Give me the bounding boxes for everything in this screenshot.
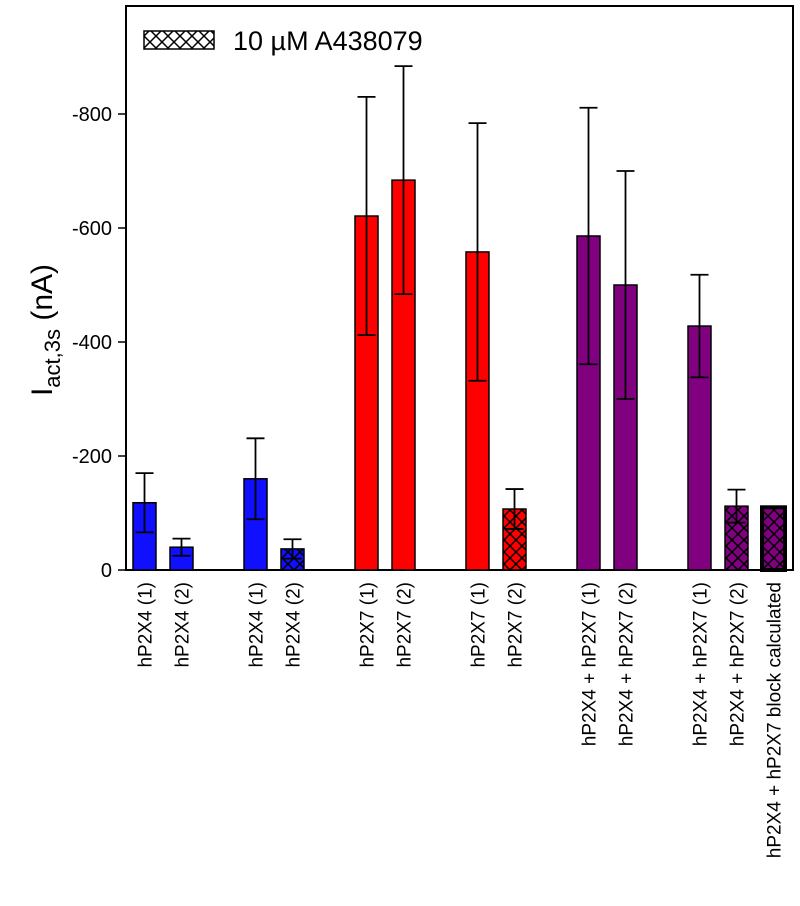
error-bar — [246, 437, 265, 521]
category-label: hP2X7 (1) — [469, 582, 490, 668]
y-axis-label: Iact,3s (nA) — [26, 264, 65, 396]
y-tick-label: -400 — [72, 332, 112, 354]
y-tick-label: 0 — [101, 560, 112, 582]
category-label: hP2X4 (1) — [247, 582, 268, 668]
error-bar — [505, 488, 524, 530]
category-label: hP2X7 (1) — [358, 582, 379, 668]
category-label: hP2X4 + hP2X7 (1) — [580, 582, 601, 746]
legend-swatch — [143, 30, 215, 50]
bars — [132, 179, 787, 572]
error-bar — [727, 488, 746, 524]
error-bar — [616, 170, 635, 400]
plot-border — [125, 5, 794, 571]
category-label: hP2X4 (2) — [284, 582, 305, 668]
bar-hatch — [762, 507, 785, 570]
y-tick-label: -200 — [72, 446, 112, 468]
category-label: hP2X4 + hP2X7 (2) — [728, 582, 749, 746]
error-bar — [394, 65, 413, 296]
error-bars — [135, 65, 746, 560]
legend: 10 µM A438079 — [143, 26, 423, 56]
y-tick-label: -800 — [72, 104, 112, 126]
error-bar — [135, 472, 154, 534]
category-label: hP2X7 (2) — [506, 582, 527, 668]
error-bar — [468, 122, 487, 382]
y-axis-label-main: I — [26, 388, 59, 396]
bar-hatch — [503, 509, 526, 570]
error-bar — [579, 106, 598, 366]
category-label: hP2X4 (2) — [173, 582, 194, 668]
error-bar — [357, 96, 376, 337]
y-tick-label: -600 — [72, 218, 112, 240]
plot-frame — [125, 5, 794, 571]
category-label: hP2X7 (2) — [395, 582, 416, 668]
x-axis-category-labels: hP2X4 (1) hP2X4 (2) hP2X4 (1) hP2X4 (2) hP2X… — [136, 582, 786, 858]
category-label: hP2X4 (1) — [136, 582, 157, 668]
error-bar — [690, 273, 709, 379]
bar — [760, 505, 787, 572]
legend-label: 10 µM A438079 — [233, 26, 423, 56]
category-label: hP2X4 + hP2X7 (2) — [617, 582, 638, 746]
category-label: hP2X4 + hP2X7 (1) — [691, 582, 712, 746]
category-label: hP2X4 + hP2X7 block calculated — [765, 582, 786, 858]
y-axis-label-unit: (nA) — [26, 264, 59, 329]
y-axis-label-subscript: act,3s — [40, 329, 65, 388]
y-axis-ticks: 0 -200 -400 -600 -800 — [72, 104, 126, 582]
error-bar — [283, 538, 302, 560]
bar — [502, 508, 527, 571]
error-bar — [172, 537, 191, 557]
